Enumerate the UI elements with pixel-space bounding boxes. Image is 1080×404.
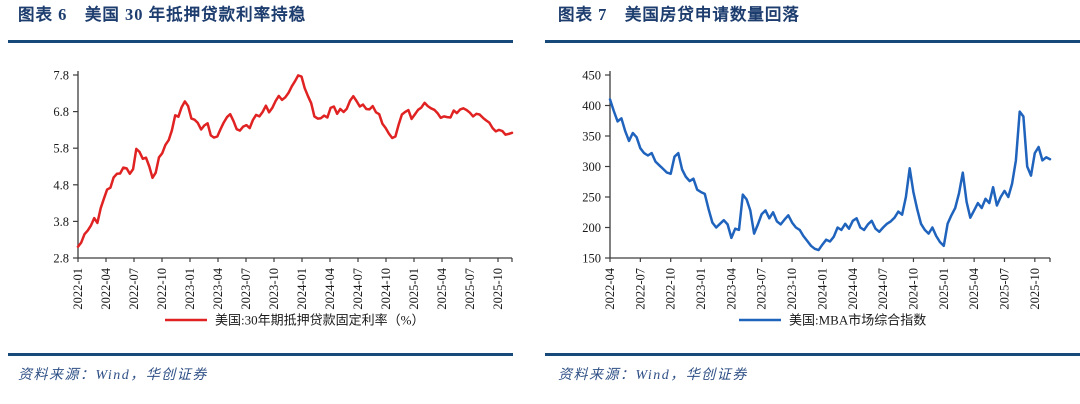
x-tick-label: 2024-10: [906, 268, 920, 310]
x-tick-label: 2024-07: [351, 268, 365, 310]
x-tick-label: 2025-01: [937, 268, 951, 310]
x-tick-label: 2023-04: [724, 267, 738, 309]
x-tick-label: 2025-10: [491, 268, 505, 310]
figure7-title: 图表 7 美国房贷申请数量回落: [558, 5, 800, 24]
y-tick-label: 300: [582, 160, 601, 174]
figure7-title-rule: [545, 40, 1080, 43]
x-tick-label: 2022-04: [99, 267, 113, 309]
x-tick-label: 2025-07: [463, 268, 477, 310]
y-tick-label: 6.8: [53, 105, 69, 119]
x-tick-label: 2025-10: [1028, 268, 1042, 310]
x-tick-label: 2024-07: [876, 268, 890, 310]
x-tick-label: 2022-04: [603, 267, 617, 309]
figure7-footer-rule: [545, 353, 1080, 356]
x-tick-label: 2025-04: [967, 267, 981, 309]
y-tick-label: 3.8: [53, 215, 69, 229]
x-tick-label: 2025-04: [435, 267, 449, 309]
y-tick-label: 250: [582, 191, 601, 205]
x-tick-label: 2023-04: [211, 267, 225, 309]
chart-plot: 2.8 3.8 4.8 5.8 6.8 7.8 2022-01 2022-04 2022-07 2…: [53, 69, 514, 328]
x-tick-label: 2024-10: [379, 268, 393, 310]
legend-label: 美国:30年期抵押贷款固定利率（%）: [215, 313, 424, 328]
x-tick-label: 2025-01: [407, 268, 421, 310]
figure6-title: 图表 6 美国 30 年抵押贷款利率持稳: [18, 5, 307, 24]
y-tick-label: 2.8: [53, 252, 69, 266]
y-tick-label: 5.8: [53, 142, 69, 156]
y-tick-label: 400: [582, 99, 601, 113]
y-tick-label: 150: [582, 252, 601, 266]
figure6-source: 资料来源：Wind，华创证券: [18, 368, 208, 383]
x-tick-label: 2024-04: [846, 267, 860, 309]
y-tick-label: 200: [582, 221, 601, 235]
legend-label: 美国:MBA市场综合指数: [789, 313, 926, 328]
x-tick-label: 2025-07: [997, 268, 1011, 310]
x-tick-label: 2023-01: [183, 268, 197, 310]
x-tick-label: 2022-07: [127, 268, 141, 310]
mortgage-rate-chart: 2.8 3.8 4.8 5.8 6.8 7.8 2022-01 2022-04 2022-07 2…: [53, 69, 514, 328]
y-tick-label: 4.8: [53, 178, 69, 192]
x-tick-label: 2024-01: [295, 268, 309, 310]
y-tick-label: 350: [582, 130, 601, 144]
x-tick-label: 2023-01: [694, 268, 708, 310]
y-tick-label: 7.8: [53, 69, 69, 83]
figure6-footer-rule: [8, 353, 513, 356]
x-tick-label: 2024-04: [323, 267, 337, 309]
x-tick-label: 2023-07: [755, 268, 769, 310]
x-tick-label: 2023-07: [239, 268, 253, 310]
mba-index-chart: 150 200 250 300 350 400 450 2022-04 2022-07 2022-…: [582, 69, 1052, 328]
figure6-title-rule: [8, 40, 513, 43]
x-tick-label: 2022-01: [71, 268, 85, 310]
x-tick-label: 2022-10: [664, 268, 678, 310]
y-tick-label: 450: [582, 69, 601, 83]
figure7-source: 资料来源：Wind，华创证券: [558, 368, 748, 383]
x-tick-label: 2022-10: [155, 268, 169, 310]
x-tick-label: 2024-01: [815, 268, 829, 310]
x-tick-label: 2022-07: [633, 268, 647, 310]
x-tick-label: 2023-10: [267, 268, 281, 310]
series-line: [608, 98, 1052, 252]
x-tick-label: 2023-10: [785, 268, 799, 310]
series-line: [76, 74, 514, 248]
chart-plot: 150 200 250 300 350 400 450 2022-04 2022-07 2022-…: [582, 69, 1052, 328]
